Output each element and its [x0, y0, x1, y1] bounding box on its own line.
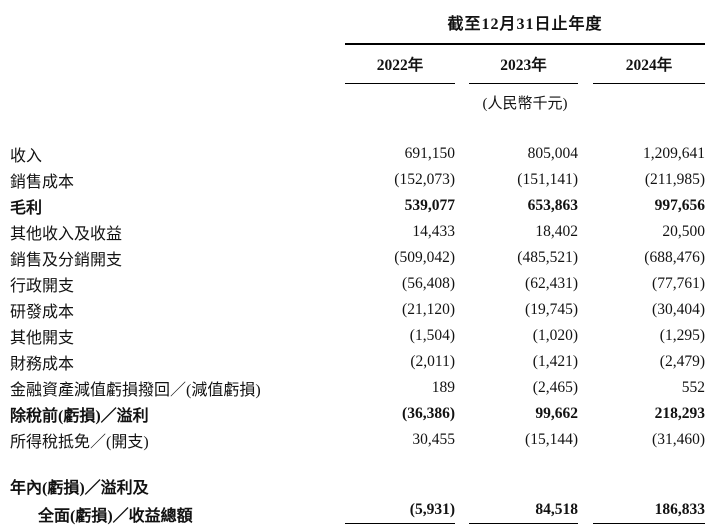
table-row: 行政開支 (56,408) (62,431) (77,761) — [10, 271, 705, 297]
value-cell: (2,479) — [659, 353, 705, 370]
value-cell: 691,150 — [404, 145, 455, 162]
value-cell: (1,504) — [409, 327, 455, 344]
period-header: 截至12月31日止年度 — [345, 6, 705, 45]
row-label: 金融資產減值虧損撥回／(減值虧損) — [10, 382, 261, 399]
value-cell: (485,521) — [517, 249, 578, 266]
table-row: 研發成本 (21,120) (19,745) (30,404) — [10, 297, 705, 323]
row-label: 其他開支 — [10, 330, 75, 347]
year-column-header: 2024年 — [578, 45, 705, 84]
value-cell: (77,761) — [652, 275, 705, 292]
year-label: 2024年 — [593, 45, 705, 84]
row-label: 財務成本 — [10, 356, 75, 373]
value-cell: (211,985) — [644, 171, 705, 188]
table-row: 銷售成本 (152,073) (151,141) (211,985) — [10, 167, 705, 193]
table-row: 金融資產減值虧損撥回／(減值虧損) 189 (2,465) 552 — [10, 375, 705, 401]
value-cell: 653,863 — [527, 197, 578, 214]
value-cell: (15,144) — [525, 431, 578, 448]
table-row: 全面(虧損)／收益總額 (5,931) 84,518 186,833 — [10, 499, 705, 525]
numeric-header-area: 截至12月31日止年度 2022年 2023年 2024年 (人民幣千元) — [345, 6, 705, 113]
value-cell: (56,408) — [402, 275, 455, 292]
table-row: 其他開支 (1,504) (1,020) (1,295) — [10, 323, 705, 349]
row-label: 全面(虧損)／收益總額 — [38, 507, 193, 525]
unit-note: (人民幣千元) — [482, 96, 568, 112]
row-label: 研發成本 — [10, 304, 75, 321]
value-cell: (2,011) — [410, 353, 455, 370]
value-cell: (1,020) — [532, 327, 578, 344]
value-cell: (5,931) — [345, 501, 455, 525]
label-column-spacer — [10, 6, 345, 113]
value-cell: 30,455 — [412, 431, 455, 448]
value-cell: 99,662 — [535, 405, 578, 422]
value-cell: 805,004 — [527, 145, 578, 162]
value-cell: (1,421) — [532, 353, 578, 370]
year-label: 2023年 — [469, 45, 578, 84]
table-row: 所得稅抵免／(開支) 30,455 (15,144) (31,460) — [10, 427, 705, 453]
row-label: 所得稅抵免／(開支) — [10, 434, 149, 451]
table-body: 收入 691,150 805,004 1,209,641 銷售成本 (152,073) (1… — [10, 141, 705, 525]
table-header: 截至12月31日止年度 2022年 2023年 2024年 (人民幣千元) — [10, 6, 705, 113]
value-cell: (509,042) — [394, 249, 455, 266]
table-row: 毛利 539,077 653,863 997,656 — [10, 193, 705, 219]
total-value-double-underlined: (5,931) — [345, 501, 455, 525]
value-cell: 539,077 — [404, 197, 455, 214]
row-label: 除稅前(虧損)／溢利 — [10, 408, 149, 425]
value-cell: (688,476) — [644, 249, 705, 266]
value-cell: 189 — [431, 379, 455, 396]
value-cell: 20,500 — [662, 223, 705, 240]
table-row: 財務成本 (2,011) (1,421) (2,479) — [10, 349, 705, 375]
value-cell: 218,293 — [654, 405, 705, 422]
year-headers-row: 2022年 2023年 2024年 — [345, 45, 705, 84]
value-cell: (151,141) — [517, 171, 578, 188]
value-cell: 186,833 — [578, 501, 705, 525]
total-value-double-underlined: 186,833 — [593, 501, 705, 525]
row-label: 銷售成本 — [10, 174, 75, 191]
value-cell: 552 — [681, 379, 705, 396]
year-label: 2022年 — [345, 45, 455, 84]
value-cell: (36,386) — [402, 405, 455, 422]
row-label: 銷售及分銷開支 — [10, 252, 123, 269]
table-row: 除稅前(虧損)／溢利 (36,386) 99,662 218,293 — [10, 401, 705, 427]
value-cell: (2,465) — [532, 379, 578, 396]
value-cell: 1,209,641 — [643, 145, 705, 162]
row-label: 收入 — [10, 148, 43, 165]
value-cell: (30,404) — [652, 301, 705, 318]
table-row: 年內(虧損)／溢利及 — [10, 473, 705, 499]
value-cell: 997,656 — [654, 197, 705, 214]
row-label: 毛利 — [10, 200, 43, 217]
table-row: 其他收入及收益 14,433 18,402 20,500 — [10, 219, 705, 245]
table-row: 銷售及分銷開支 (509,042) (485,521) (688,476) — [10, 245, 705, 271]
year-column-header: 2023年 — [455, 45, 578, 84]
value-cell: (152,073) — [394, 171, 455, 188]
value-cell: (31,460) — [652, 431, 705, 448]
row-label: 其他收入及收益 — [10, 226, 123, 243]
value-cell: 84,518 — [455, 501, 578, 525]
table-row: 收入 691,150 805,004 1,209,641 — [10, 141, 705, 167]
total-value-double-underlined: 84,518 — [469, 501, 578, 525]
value-cell: (21,120) — [402, 301, 455, 318]
row-label: 行政開支 — [10, 278, 75, 295]
value-cell: 18,402 — [535, 223, 578, 240]
value-cell: (1,295) — [659, 327, 705, 344]
value-cell: (19,745) — [525, 301, 578, 318]
year-column-header: 2022年 — [345, 45, 455, 84]
value-cell: 14,433 — [412, 223, 455, 240]
row-label: 年內(虧損)／溢利及 — [10, 480, 149, 497]
value-cell: (62,431) — [525, 275, 578, 292]
